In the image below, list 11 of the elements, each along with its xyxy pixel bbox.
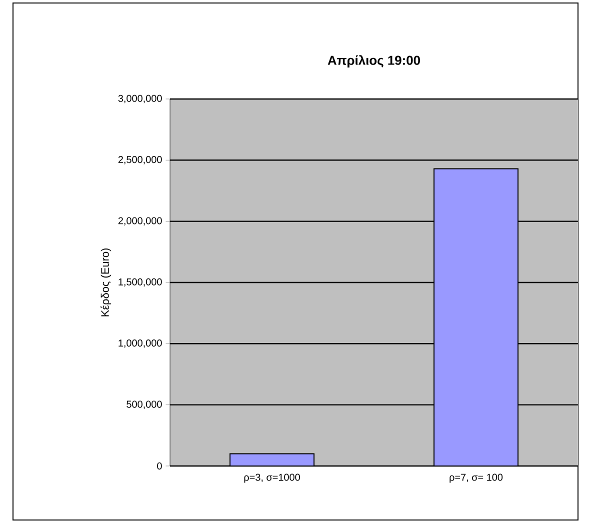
y-tick-label: 2,500,000 — [118, 156, 162, 164]
y-tick-label: 0 — [157, 462, 162, 470]
y-tick-label: 500,000 — [126, 400, 162, 409]
x-tick-label: ρ=3, σ=1000 — [244, 474, 300, 483]
chart-title: Απρίλιος 19:00 — [328, 55, 420, 68]
y-axis-title: Κέρδος (Euro) — [100, 248, 112, 316]
y-tick-label: 1,500,000 — [118, 278, 162, 287]
y-tick-label: 2,000,000 — [118, 217, 162, 226]
y-tick-label: 1,000,000 — [118, 340, 162, 348]
y-tick-label: 3,000,000 — [118, 94, 162, 104]
x-tick-label: ρ=7, σ= 100 — [450, 474, 503, 483]
